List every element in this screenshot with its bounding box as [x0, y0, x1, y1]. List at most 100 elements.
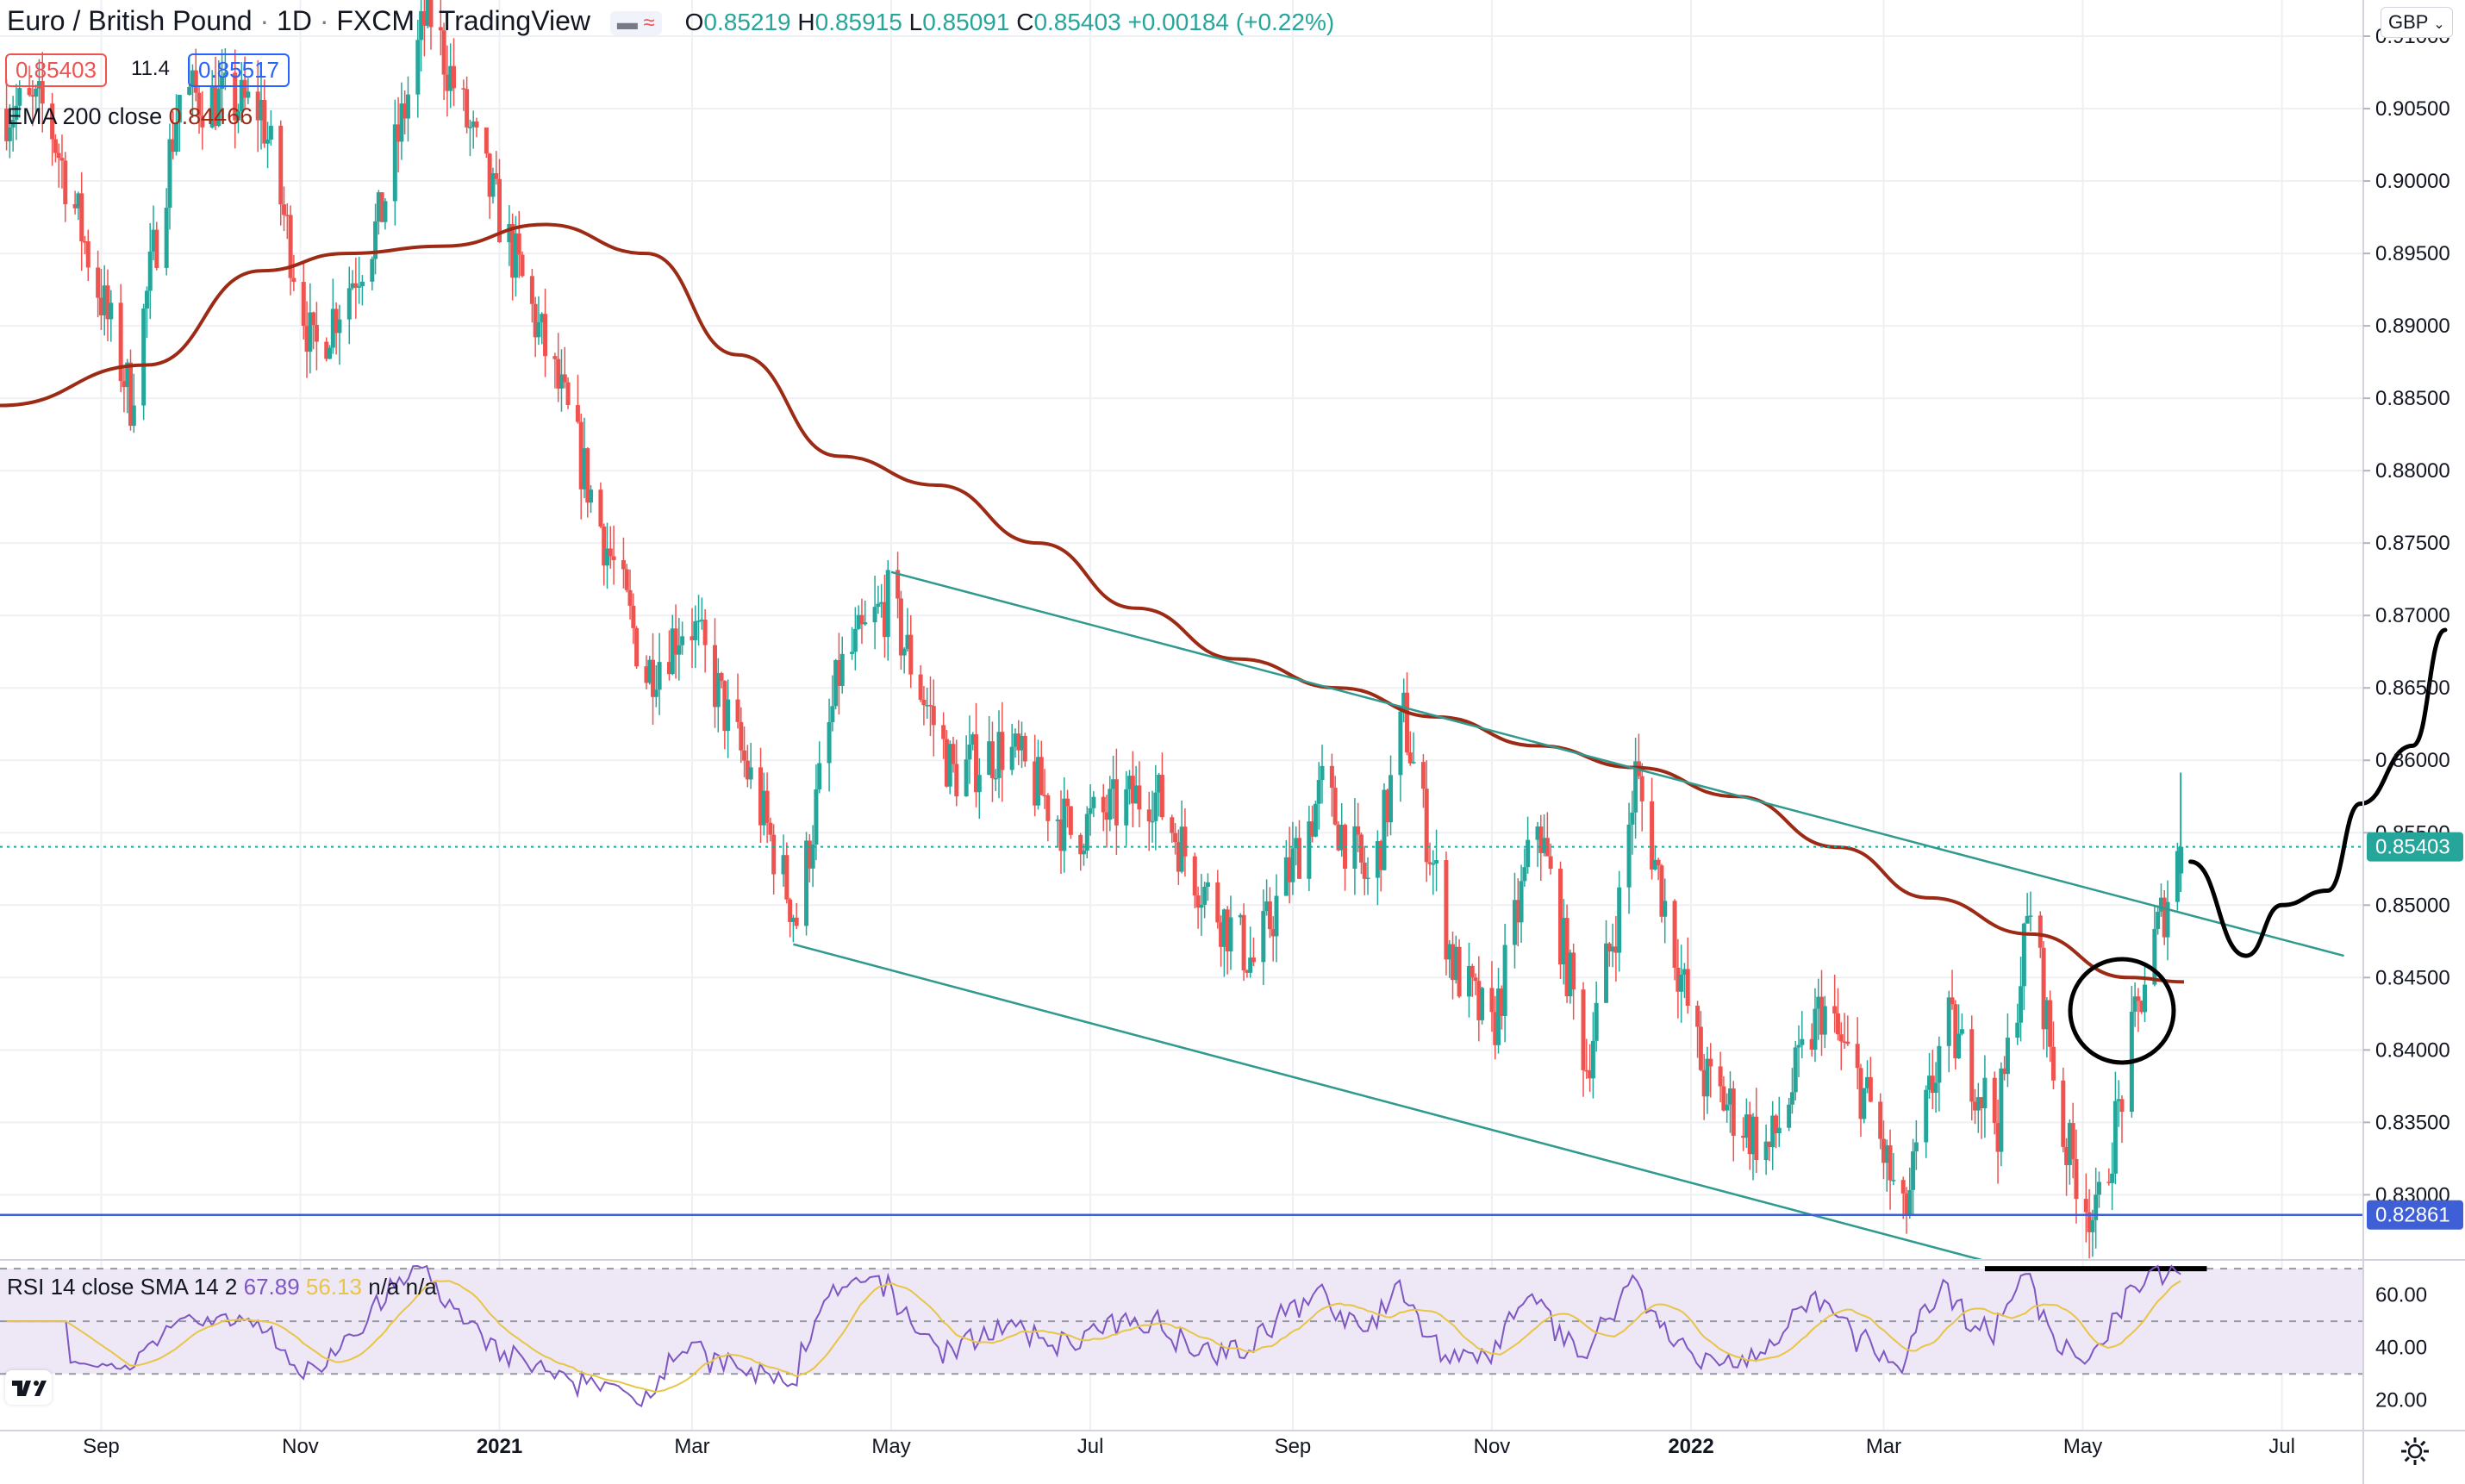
- rsi-legend[interactable]: RSI 14 close SMA 14 2 67.89 56.13 n/a n/…: [7, 1274, 437, 1300]
- candle-body: [585, 448, 590, 503]
- candle-body: [954, 764, 959, 797]
- candle-body: [2061, 1080, 2066, 1147]
- interval-label[interactable]: 1D: [277, 5, 312, 36]
- candle-body: [197, 92, 202, 116]
- candle-body: [761, 790, 766, 826]
- candle-body: [1659, 865, 1664, 917]
- candle-body: [1427, 862, 1432, 864]
- gear-icon[interactable]: [2398, 1434, 2432, 1468]
- candle-body: [575, 405, 580, 422]
- candle-body: [1907, 1189, 1913, 1216]
- candle-body: [216, 89, 222, 127]
- candle-body: [105, 285, 110, 320]
- candle-body: [507, 223, 512, 243]
- candle-body: [543, 314, 548, 357]
- change-value: +0.00184 (+0.22%): [1127, 9, 1335, 35]
- candle-body: [1558, 869, 1563, 965]
- time-tick-label: Nov: [1474, 1435, 1511, 1458]
- candle-body: [1789, 1092, 1794, 1105]
- candle-body: [282, 204, 287, 215]
- price-tick-label: 0.89500: [2375, 242, 2450, 265]
- candle-body: [1114, 779, 1119, 826]
- candle-body: [50, 103, 55, 140]
- candle-body: [1389, 775, 1394, 823]
- platform-label: TradingView: [438, 5, 590, 36]
- candle-body: [634, 627, 640, 667]
- candle-body: [1332, 788, 1338, 825]
- candle-body: [1022, 735, 1027, 762]
- candle-body: [624, 569, 629, 590]
- candle-body: [1773, 1115, 1778, 1134]
- bid-price-badge[interactable]: 0.85403: [5, 53, 107, 87]
- candle-body: [1933, 1082, 1938, 1094]
- candle-body: [1104, 812, 1109, 820]
- candle-body: [1065, 798, 1070, 807]
- candle-body: [27, 88, 32, 96]
- rsi-sma-line: [6, 1280, 2181, 1393]
- tradingview-logo-icon[interactable]: [5, 1370, 52, 1405]
- candle-body: [1548, 856, 1553, 870]
- candle-body: [1568, 952, 1573, 997]
- candle-body: [1082, 850, 1087, 855]
- candle-body: [1016, 733, 1021, 751]
- time-tick-label: Jul: [1077, 1435, 1104, 1458]
- candle-body: [1202, 887, 1208, 905]
- candle-body: [40, 81, 45, 104]
- candle-body: [856, 614, 861, 629]
- support-price-tag-bg: [2367, 1200, 2463, 1230]
- candle-body: [589, 489, 594, 503]
- candle-body: [438, 27, 443, 31]
- candle-body: [552, 356, 558, 359]
- ema-200-line-group: [0, 222, 2184, 984]
- candle-body: [1055, 819, 1060, 821]
- legend-toggle-icons[interactable]: ▬ ≈: [609, 10, 662, 35]
- candle-body: [951, 744, 956, 764]
- candle-body: [314, 325, 319, 342]
- candle-body: [36, 81, 41, 89]
- candle-body: [125, 362, 130, 388]
- eye-toggle-icon[interactable]: ▬: [616, 10, 638, 34]
- candle-body: [896, 570, 901, 599]
- candle-body: [536, 321, 541, 338]
- candle-body: [1108, 789, 1113, 820]
- candle-body: [2083, 1199, 2088, 1213]
- candle-body: [278, 125, 284, 205]
- candle-body: [1924, 1089, 1929, 1143]
- candle-body: [1633, 761, 1638, 813]
- candle-body: [118, 302, 123, 382]
- candle-body: [147, 251, 153, 291]
- candle-body: [608, 548, 613, 557]
- candle-body: [1157, 774, 1162, 793]
- candle-body: [947, 744, 952, 787]
- candle-body: [357, 286, 362, 288]
- candle-body: [836, 659, 841, 686]
- candle-body: [209, 85, 215, 128]
- candle-body: [1796, 1044, 1801, 1048]
- candle-body: [556, 359, 561, 389]
- wave-icon[interactable]: ≈: [643, 10, 655, 34]
- ema-legend[interactable]: EMA 200 close 0.84466: [7, 103, 253, 130]
- candle-body: [1590, 1040, 1595, 1079]
- candle-body: [702, 619, 708, 645]
- candle-body: [1310, 821, 1315, 837]
- ohlc-values: O0.85219 H0.85915 L0.85091 C0.85403 +0.0…: [684, 9, 1335, 35]
- symbol-title[interactable]: Euro / British Pound: [7, 5, 253, 36]
- highlight-circle: [2068, 957, 2176, 1065]
- candle-body: [1000, 732, 1005, 770]
- currency-button[interactable]: GBP ⌄: [2381, 7, 2453, 38]
- candle-body: [1248, 957, 1253, 973]
- candle-body: [670, 628, 675, 675]
- candle-body: [53, 139, 58, 153]
- candle-body: [1444, 860, 1449, 960]
- candle-body: [246, 91, 251, 98]
- ask-price-badge[interactable]: 0.85517: [188, 53, 290, 87]
- candle-body: [1571, 952, 1576, 990]
- candle-body: [1091, 796, 1096, 808]
- candle-body: [1150, 820, 1155, 823]
- candle-body: [784, 855, 789, 900]
- candle-body: [1979, 1097, 1984, 1109]
- candle-body: [1424, 789, 1429, 863]
- candle-body: [1045, 795, 1051, 821]
- candle-body: [2156, 911, 2161, 929]
